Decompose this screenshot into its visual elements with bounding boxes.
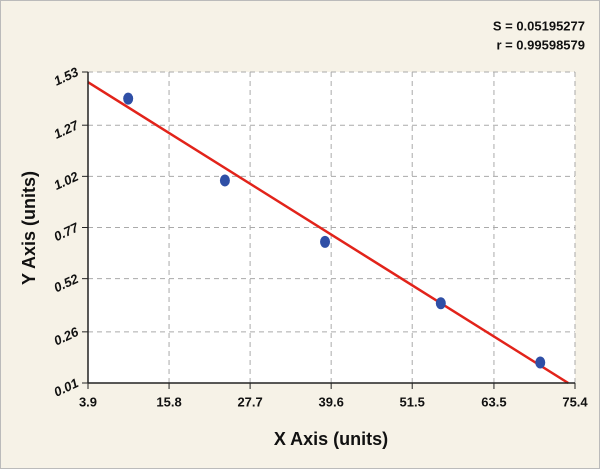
x-tick-label: 39.6: [319, 394, 344, 409]
data-point: [219, 174, 230, 187]
x-tick-label: 51.5: [400, 394, 425, 409]
data-point: [535, 356, 546, 369]
data-point: [435, 297, 446, 310]
x-tick-label: 63.5: [481, 394, 506, 409]
fit-line: [87, 81, 569, 385]
data-point: [123, 92, 134, 105]
annotation: S = 0.05195277: [493, 18, 585, 33]
x-tick-label: 15.8: [156, 394, 181, 409]
y-axis-title: Y Axis (units): [19, 171, 39, 285]
data-point: [320, 235, 331, 248]
x-axis-title: X Axis (units): [274, 429, 388, 449]
x-tick-label: 75.4: [562, 394, 588, 409]
annotation: r = 0.99598579: [496, 37, 585, 52]
x-tick-label: 3.9: [79, 394, 97, 409]
x-tick-label: 27.7: [237, 394, 262, 409]
